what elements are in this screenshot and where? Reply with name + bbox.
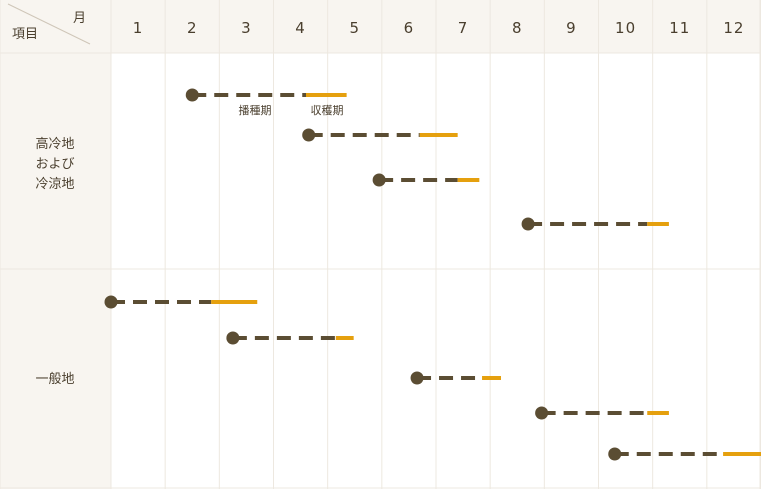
month-label: 7 bbox=[458, 19, 469, 37]
item-column-bg bbox=[0, 53, 111, 489]
sowing-start-dot bbox=[226, 331, 240, 345]
month-label: 10 bbox=[615, 19, 636, 37]
sowing-start-dot bbox=[521, 217, 535, 231]
section-label-line: および bbox=[35, 157, 74, 172]
month-label: 11 bbox=[669, 19, 690, 37]
month-label: 2 bbox=[187, 19, 198, 37]
sowing-annotation: 播種期 bbox=[239, 103, 272, 117]
month-label: 12 bbox=[723, 19, 744, 37]
item-header-label: 項目 bbox=[12, 27, 38, 42]
sowing-start-dot bbox=[185, 88, 199, 102]
sowing-start-dot bbox=[372, 173, 386, 187]
month-label: 9 bbox=[566, 19, 577, 37]
header-row-bg bbox=[0, 0, 761, 53]
month-label: 3 bbox=[241, 19, 252, 37]
sowing-start-dot bbox=[535, 406, 549, 420]
sowing-start-dot bbox=[302, 128, 316, 142]
sowing-start-dot bbox=[104, 295, 118, 309]
section-label-line: 高冷地 bbox=[35, 136, 74, 152]
month-label: 6 bbox=[404, 19, 415, 37]
section-label-line: 冷涼地 bbox=[35, 177, 74, 192]
section-label-line: 一般地 bbox=[35, 371, 74, 387]
corner-diagonal bbox=[7, 3, 91, 45]
month-label: 1 bbox=[133, 19, 144, 37]
month-label: 8 bbox=[512, 19, 523, 37]
month-label: 4 bbox=[295, 19, 306, 37]
sowing-start-dot bbox=[608, 447, 622, 461]
sowing-start-dot bbox=[410, 371, 424, 385]
month-header-label: 月 bbox=[73, 11, 86, 26]
harvest-annotation: 収穫期 bbox=[311, 104, 344, 117]
month-label: 5 bbox=[349, 19, 360, 37]
